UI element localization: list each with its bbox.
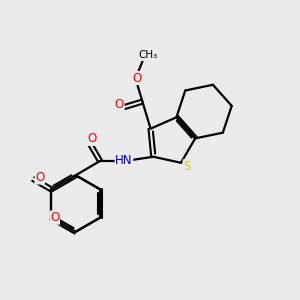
Text: CH₃: CH₃	[138, 50, 158, 60]
Text: O: O	[35, 171, 44, 184]
Text: O: O	[115, 98, 124, 111]
Text: O: O	[132, 71, 142, 85]
Text: O: O	[87, 132, 96, 146]
Text: O: O	[50, 211, 59, 224]
Text: S: S	[183, 160, 190, 173]
Text: HN: HN	[115, 154, 133, 167]
